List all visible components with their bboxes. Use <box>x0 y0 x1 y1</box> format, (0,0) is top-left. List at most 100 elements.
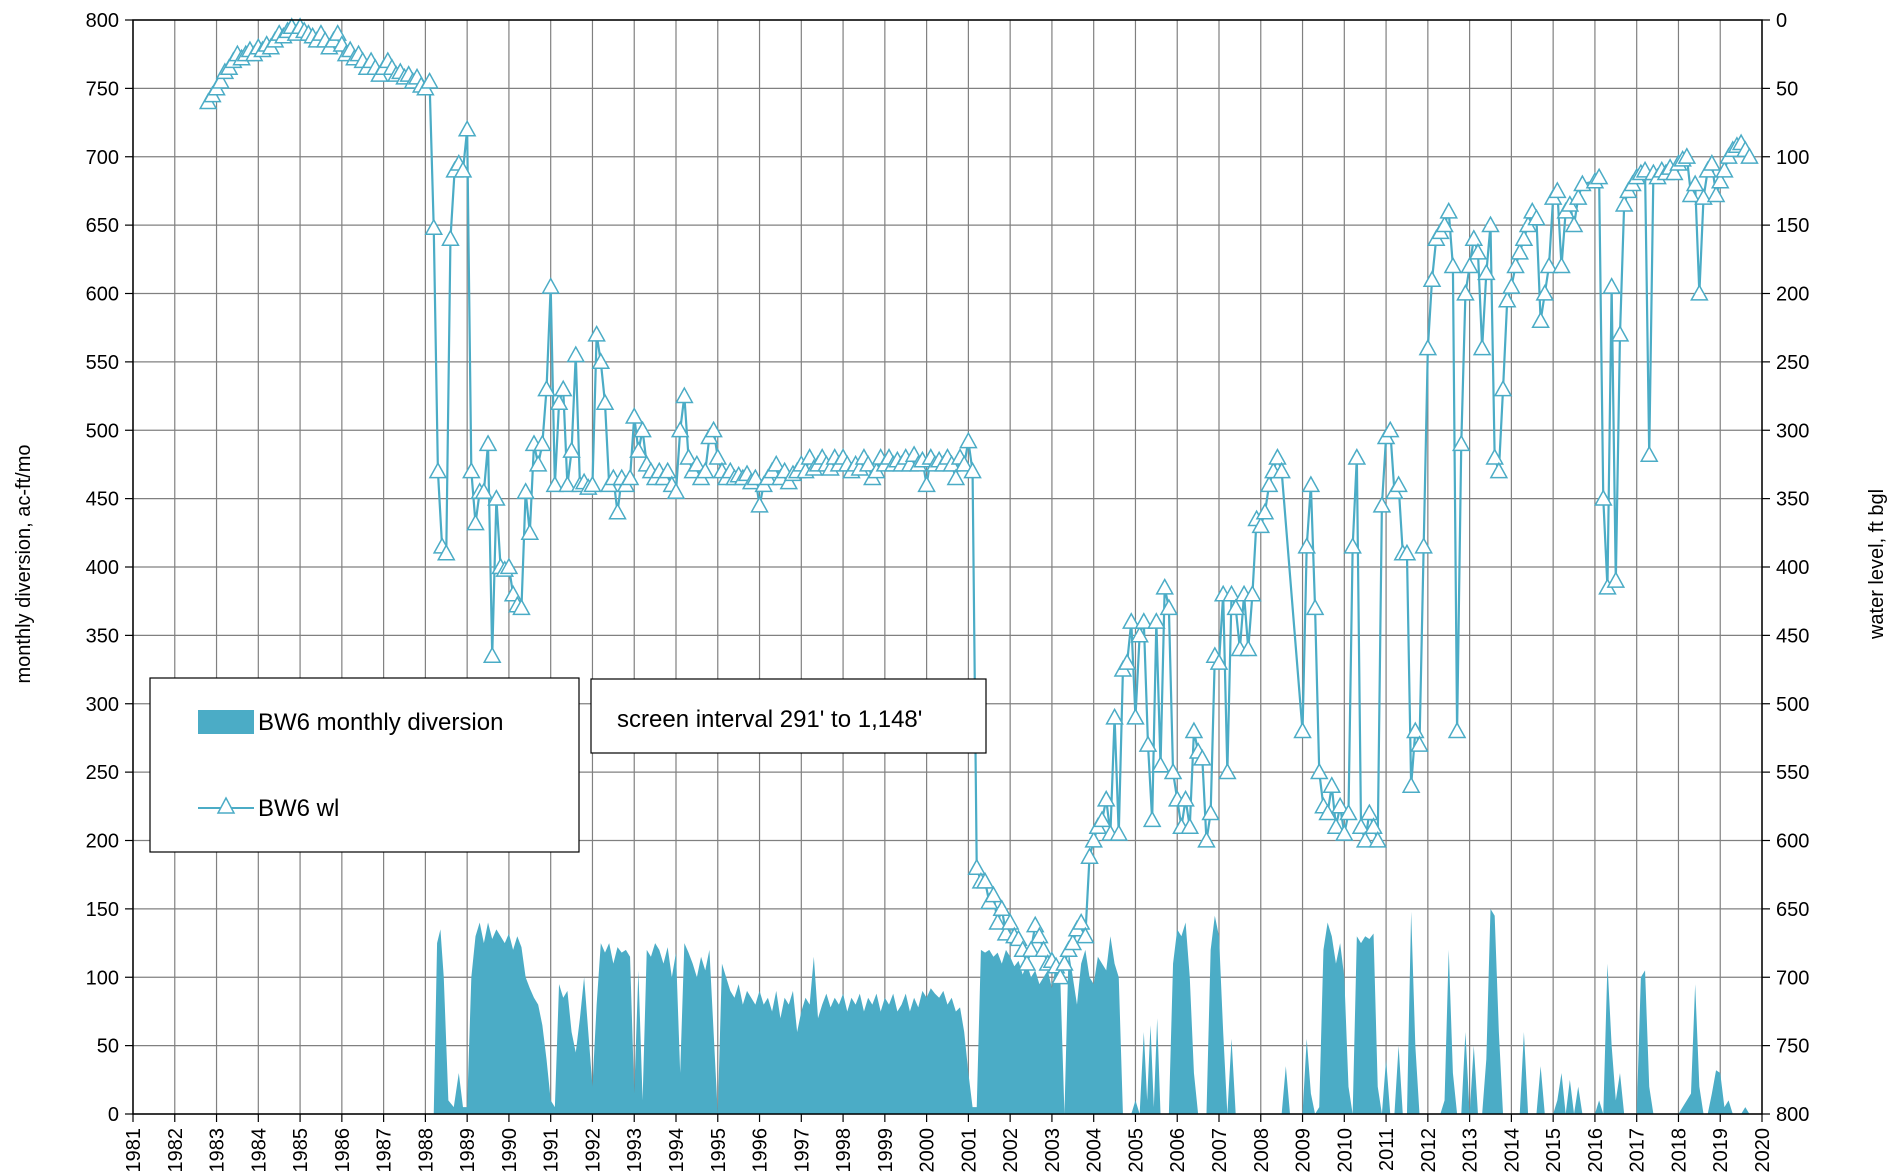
water-level-marker <box>779 472 799 490</box>
right-tick-label: 600 <box>1776 831 1809 853</box>
water-level-marker <box>1472 338 1492 356</box>
left-tick-label: 0 <box>108 1104 119 1126</box>
legend: BW6 monthly diversion BW6 wl <box>149 677 580 853</box>
water-level-marker <box>562 441 581 458</box>
right-y-axis: 0 50 100 150 200 250 300 350 400 450 500 550 600 650 7… <box>1762 10 1809 1126</box>
water-level-marker <box>436 543 456 561</box>
water-level-marker <box>1443 256 1463 274</box>
x-tick-label: 1999 <box>875 1128 897 1173</box>
water-level-marker <box>1322 776 1342 793</box>
water-level-marker <box>946 468 966 486</box>
water-level-marker <box>1589 167 1609 185</box>
water-level-marker <box>420 71 439 89</box>
left-tick-label: 600 <box>86 284 119 306</box>
x-tick-label: 2016 <box>1585 1128 1607 1173</box>
water-level-marker <box>1539 256 1559 274</box>
water-level-marker <box>1138 735 1158 752</box>
water-level-marker <box>587 324 606 342</box>
water-level-marker <box>620 468 640 486</box>
water-level-marker <box>1159 598 1179 616</box>
x-tick-label: 2009 <box>1293 1128 1315 1173</box>
x-tick-label: 2005 <box>1125 1128 1147 1173</box>
water-level-marker <box>487 489 506 506</box>
water-level-marker <box>1238 639 1258 657</box>
x-tick-label: 2015 <box>1543 1128 1565 1173</box>
water-level-marker <box>1218 762 1237 780</box>
water-level-marker <box>1326 817 1346 834</box>
water-level-markers-layer <box>198 17 1759 985</box>
water-level-marker <box>1447 721 1467 739</box>
x-tick-label: 1989 <box>457 1128 479 1173</box>
water-level-marker <box>954 454 974 472</box>
water-level-marker <box>1309 762 1329 780</box>
x-tick-label: 2012 <box>1418 1128 1440 1173</box>
left-tick-label: 800 <box>86 10 119 32</box>
water-level-marker <box>1301 475 1321 493</box>
water-level-marker <box>1502 277 1521 294</box>
x-tick-label: 1992 <box>582 1128 604 1173</box>
x-tick-label: 1995 <box>708 1128 730 1173</box>
legend-diversion-label: BW6 monthly diversion <box>258 709 503 736</box>
x-tick-label: 1986 <box>332 1128 354 1173</box>
x-tick-label: 2001 <box>958 1128 980 1173</box>
x-tick-label: 2010 <box>1334 1128 1356 1173</box>
water-level-marker <box>1380 420 1400 438</box>
left-axis-title: monthly diversion, ac-ft/mo <box>13 445 35 684</box>
water-level-marker <box>1514 229 1534 246</box>
x-tick-label: 1988 <box>415 1128 437 1173</box>
water-level-marker <box>1439 201 1459 219</box>
legend-box <box>149 677 580 853</box>
water-level-marker <box>1126 707 1145 725</box>
water-level-marker <box>1372 495 1392 513</box>
water-level-marker <box>520 523 540 540</box>
x-tick-label: 2000 <box>917 1128 939 1173</box>
water-level-marker <box>766 454 786 472</box>
water-level-marker <box>478 434 498 452</box>
water-level-marker <box>608 502 627 520</box>
left-tick-label: 450 <box>86 489 119 511</box>
water-level-marker <box>1305 598 1325 616</box>
water-level-marker <box>1422 270 1442 287</box>
water-level-marker <box>1130 625 1149 643</box>
water-level-marker <box>1510 242 1530 260</box>
water-level-marker <box>566 345 586 363</box>
water-level-marker <box>424 218 444 236</box>
water-level-marker <box>1109 824 1129 841</box>
water-level-marker <box>558 475 577 493</box>
water-level-marker <box>1122 612 1141 629</box>
left-tick-label: 750 <box>86 78 119 100</box>
water-level-marker <box>1535 283 1555 301</box>
x-tick-label: 2008 <box>1251 1128 1273 1173</box>
water-level-marker <box>1710 171 1730 189</box>
water-level-marker <box>695 461 715 479</box>
water-level-marker <box>1548 181 1567 199</box>
water-level-marker <box>1685 174 1705 192</box>
water-level-marker <box>553 379 573 397</box>
water-level-marker <box>541 277 560 294</box>
water-level-marker <box>1614 195 1634 212</box>
water-level-marker <box>1147 612 1166 629</box>
water-level-marker <box>1464 229 1484 246</box>
legend-area-swatch <box>198 710 254 734</box>
annotation: screen interval 291' to 1,148' <box>590 678 987 754</box>
water-level-marker <box>1468 242 1488 260</box>
right-tick-label: 100 <box>1776 147 1809 169</box>
water-level-marker <box>1243 584 1262 602</box>
diversion-area-layer <box>433 908 1762 1114</box>
water-level-marker <box>1706 185 1726 203</box>
water-level-marker <box>591 352 611 370</box>
x-tick-label: 1984 <box>248 1128 270 1173</box>
water-level-marker <box>1610 324 1630 342</box>
water-level-marker <box>1418 338 1438 356</box>
water-level-marker <box>1489 461 1509 479</box>
water-level-marker <box>1226 598 1245 616</box>
water-level-marker <box>1594 489 1613 506</box>
right-tick-label: 400 <box>1776 557 1809 579</box>
water-level-marker <box>679 448 698 465</box>
x-tick-label: 2019 <box>1710 1128 1732 1173</box>
water-level-marker <box>624 407 644 424</box>
water-level-marker <box>1209 653 1229 670</box>
water-level-marker <box>211 71 230 89</box>
left-y-axis: 0 50 100 150 200 250 300 350 400 450 500 550 600 650 7… <box>86 10 133 1126</box>
